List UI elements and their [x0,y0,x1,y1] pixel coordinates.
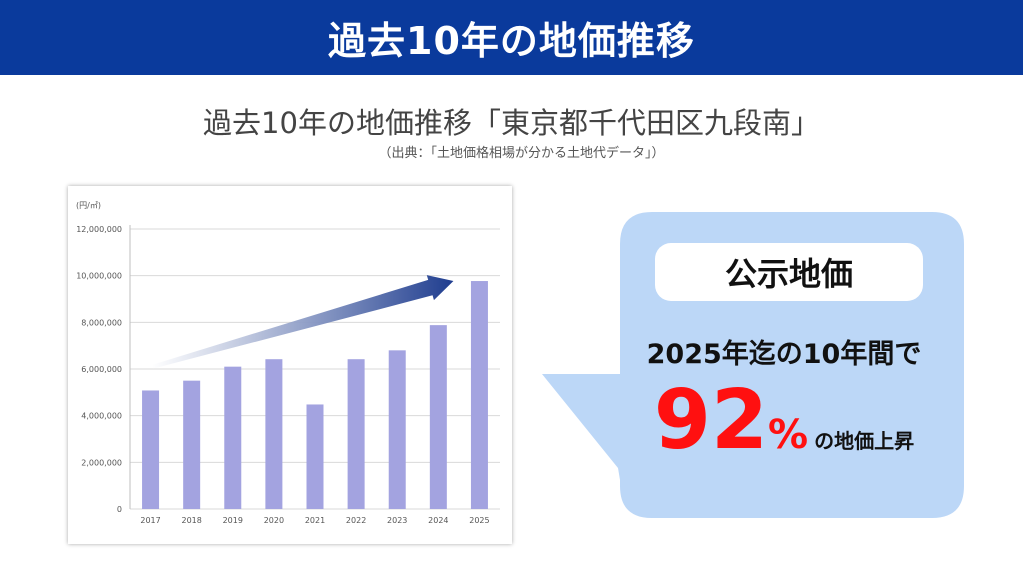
bar [429,325,447,509]
y-unit-label: (円/㎡) [76,201,101,210]
y-tick-label: 2,000,000 [81,458,122,467]
bar [388,350,406,509]
bar [224,366,242,509]
callout-label-box: 公示地価 [655,243,923,301]
x-tick-label: 2020 [264,516,284,525]
x-tick-label: 2018 [181,516,201,525]
y-tick-label: 8,000,000 [81,318,122,327]
callout-label: 公示地価 [724,255,853,293]
y-tick-label: 0 [117,505,122,514]
callout-line1: 2025年迄の10年間で [646,339,922,370]
y-tick-label: 4,000,000 [81,412,122,421]
bar [183,380,201,509]
y-tick-label: 6,000,000 [81,365,122,374]
chart-card: (円/㎡) 0 2,000,000 4,000,000 6,000,000 8,000,0… [68,186,512,544]
bar [142,390,160,509]
rise-percent-unit: % [768,412,809,458]
x-tick-label: 2019 [223,516,243,525]
y-tick-label: 12,000,000 [76,225,122,234]
bar [306,404,324,509]
bar [347,359,365,509]
bar [470,281,488,509]
x-tick-label: 2017 [140,516,160,525]
trend-arrow-icon [152,275,454,369]
y-tick-label: 10,000,000 [76,272,122,281]
x-tick-label: 2024 [428,516,448,525]
banner-title: 過去10年の地価推移 [328,19,695,63]
rise-percent-number: 92 [653,373,769,468]
callout-highlight: 92 % の地価上昇 [614,380,954,462]
x-tick-label: 2021 [305,516,325,525]
x-tick-label: 2023 [387,516,407,525]
source-note: （出典：「土地価格相場が分かる土地代データ」） [378,146,665,161]
x-tick-label: 2022 [346,516,366,525]
rise-suffix: の地価上昇 [814,429,915,453]
bar [265,359,283,509]
x-tick-label: 2025 [469,516,489,525]
page-subtitle: 過去10年の地価推移「東京都千代田区九段南」 [203,106,820,140]
bar-chart: (円/㎡) 0 2,000,000 4,000,000 6,000,000 8,000,0… [76,201,500,525]
header-banner: 過去10年の地価推移 [0,0,1023,75]
